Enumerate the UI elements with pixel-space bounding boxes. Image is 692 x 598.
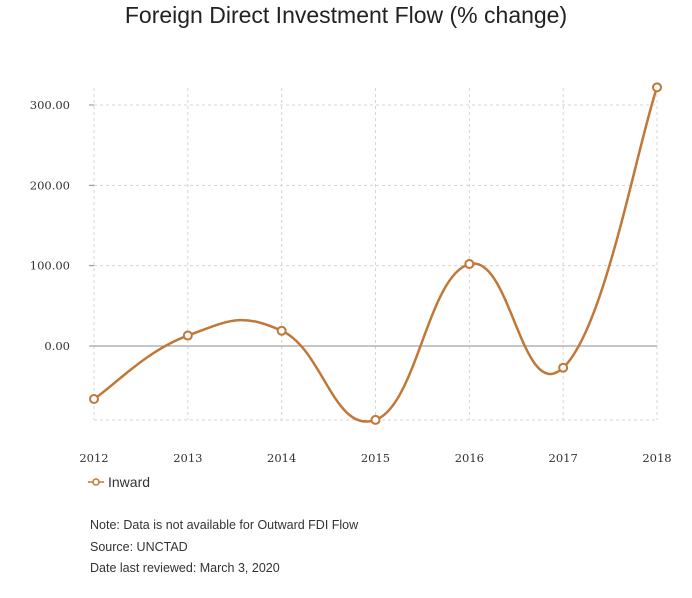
x-axis: 2012 2013 2014 2015 2016 2017 2018 (79, 451, 671, 465)
chart-notes: Note: Data is not available for Outward … (90, 515, 358, 580)
y-tick-label: 0.00 (44, 339, 70, 353)
y-axis: 0.00 100.00 200.00 300.00 (30, 98, 94, 353)
data-point[interactable] (89, 394, 99, 405)
data-point[interactable] (182, 330, 193, 341)
data-point[interactable] (464, 259, 475, 270)
note-source: Source: UNCTAD (90, 539, 188, 554)
y-tick-label: 100.00 (30, 259, 70, 273)
data-point[interactable] (558, 362, 569, 373)
legend[interactable]: Inward (88, 472, 150, 492)
x-tick-label: 2017 (549, 451, 578, 465)
data-point[interactable] (276, 325, 287, 336)
x-tick-label: 2015 (361, 451, 390, 465)
data-point[interactable] (370, 414, 381, 425)
data-points (89, 82, 662, 425)
y-tick-label: 300.00 (30, 98, 70, 112)
x-tick-label: 2014 (267, 451, 296, 465)
legend-marker-icon (88, 478, 104, 486)
note-date-reviewed: Date last reviewed: March 3, 2020 (90, 561, 280, 575)
x-tick-label: 2012 (79, 451, 108, 465)
data-point[interactable] (652, 82, 662, 93)
series-line-inward (93, 86, 659, 423)
x-tick-label: 2016 (455, 451, 484, 465)
grid-lines (93, 88, 658, 421)
legend-label-inward: Inward (108, 474, 151, 490)
x-tick-label: 2018 (642, 451, 671, 465)
chart-title: Foreign Direct Investment Flow (% change… (124, 2, 568, 28)
y-tick-label: 200.00 (30, 178, 70, 192)
x-tick-label: 2013 (173, 451, 202, 465)
note-availability: Note: Data is not available for Outward … (90, 518, 359, 532)
